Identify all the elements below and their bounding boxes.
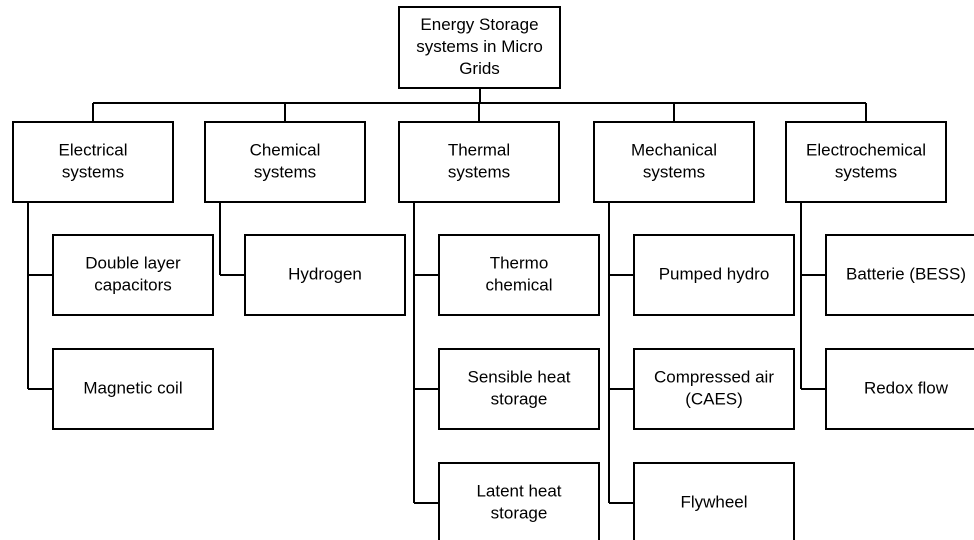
child-box-label: Pumped hydro (659, 264, 770, 283)
child-box-label: Batterie (BESS) (846, 264, 966, 283)
child-box (438, 348, 600, 430)
child-box-label: (CAES) (685, 389, 743, 408)
child-box-label: chemical (485, 275, 552, 294)
category-box-label: systems (643, 162, 705, 181)
child-box (438, 462, 600, 540)
child-box (52, 234, 214, 316)
category-box (204, 121, 366, 203)
child-box (633, 234, 795, 316)
child-box (52, 348, 214, 430)
child-box-label: storage (491, 389, 548, 408)
category-box-label: Electrical (59, 140, 128, 159)
category-box-label: systems (254, 162, 316, 181)
child-box (244, 234, 406, 316)
category-box (785, 121, 947, 203)
root-box (398, 6, 561, 89)
category-box-label: systems (62, 162, 124, 181)
child-box-label: capacitors (94, 275, 171, 294)
category-box-label: systems (835, 162, 897, 181)
child-box (825, 234, 974, 316)
child-box-label: Sensible heat (467, 367, 570, 386)
child-box (825, 348, 974, 430)
child-box-label: Redox flow (864, 378, 949, 397)
child-box-label: Hydrogen (288, 264, 362, 283)
child-box (438, 234, 600, 316)
category-box-label: Mechanical (631, 140, 717, 159)
category-box-label: Chemical (250, 140, 321, 159)
child-box (633, 348, 795, 430)
root-box-label: Energy Storage (420, 15, 538, 34)
category-box (12, 121, 174, 203)
child-box-label: Magnetic coil (83, 378, 182, 397)
child-box-label: Thermo (490, 253, 549, 272)
category-box-label: Thermal (448, 140, 510, 159)
child-box (633, 462, 795, 540)
category-box (593, 121, 755, 203)
child-box-label: Latent heat (476, 481, 561, 500)
child-box-label: Flywheel (680, 492, 747, 511)
category-box-label: systems (448, 162, 510, 181)
category-box-label: Electrochemical (806, 140, 926, 159)
child-box-label: Double layer (85, 253, 181, 272)
root-box-label: Grids (459, 59, 500, 78)
root-box-label: systems in Micro (416, 37, 543, 56)
child-box-label: Compressed air (654, 367, 774, 386)
category-box (398, 121, 560, 203)
child-box-label: storage (491, 503, 548, 522)
